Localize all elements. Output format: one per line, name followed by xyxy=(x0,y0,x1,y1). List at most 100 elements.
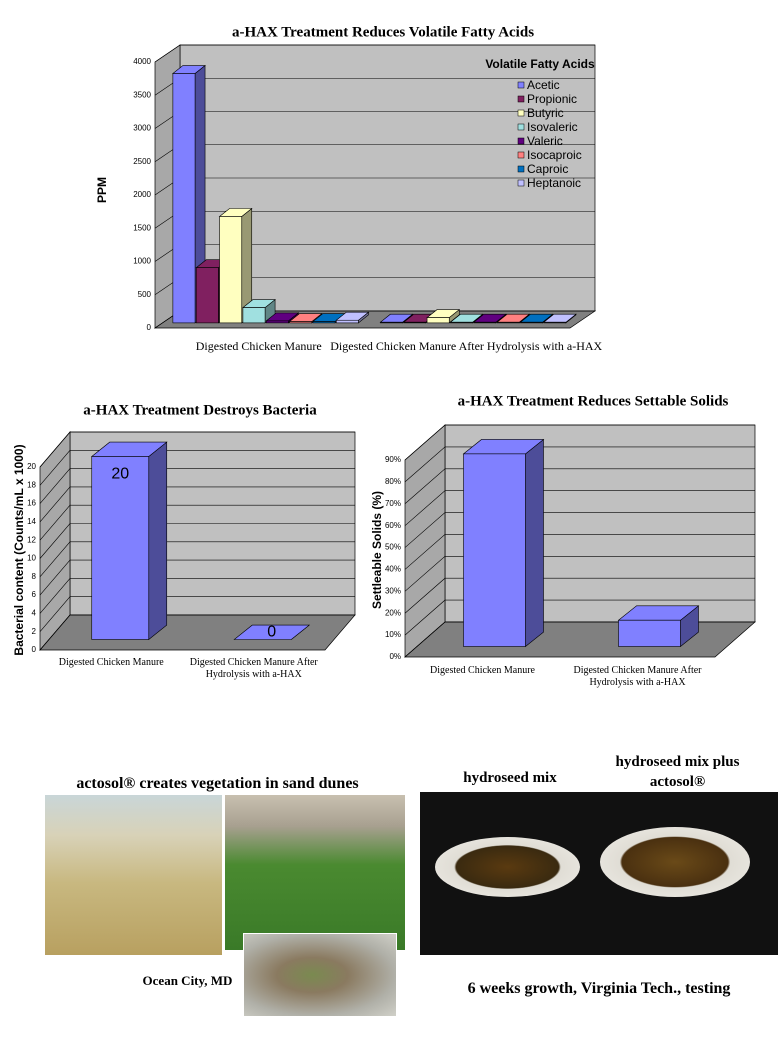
x-tick-label: Digested Chicken Manure After Hydrolysis… xyxy=(573,665,702,688)
legend-swatch xyxy=(517,95,525,103)
bar-side-shade xyxy=(241,208,252,323)
legend-swatch xyxy=(517,123,525,131)
grid-line xyxy=(404,534,755,570)
legend-swatch xyxy=(517,179,525,187)
y-tick-label: 1500 xyxy=(133,223,151,232)
y-tick-label: 0 xyxy=(147,323,152,332)
legend-label: Propionic xyxy=(527,92,577,106)
bar xyxy=(242,307,266,324)
bar xyxy=(618,619,681,647)
grid-line xyxy=(404,490,755,526)
bar-side-shade xyxy=(449,309,460,323)
bar xyxy=(426,317,450,324)
y-tick-label: 10 xyxy=(27,554,36,563)
y-tick-label: 90% xyxy=(385,455,401,464)
legend-label: Caproic xyxy=(527,162,568,176)
grid-line xyxy=(39,504,355,541)
legend-swatch xyxy=(517,109,525,117)
bar-side-shade xyxy=(358,312,369,323)
legend-swatch xyxy=(517,137,525,145)
y-tick-label: 1000 xyxy=(133,257,151,266)
hydroseed-right-label: hydroseed mix plus actosol® xyxy=(615,754,740,790)
grid-line xyxy=(39,559,355,596)
dunes-caption: actosol® creates vegetation in sand dune… xyxy=(76,775,359,792)
legend-label: Butyric xyxy=(527,106,564,120)
pot xyxy=(435,837,580,897)
bar xyxy=(463,453,526,647)
legend-swatch xyxy=(517,151,525,159)
grid-line xyxy=(39,541,355,577)
grid-line xyxy=(404,512,755,548)
bar-side-shade xyxy=(525,439,544,647)
bar-side-shade xyxy=(265,299,276,323)
legend-swatch xyxy=(517,81,525,89)
pot xyxy=(600,827,750,897)
bar xyxy=(312,321,336,324)
legend-label: Heptanoic xyxy=(527,176,581,190)
bar xyxy=(265,320,289,324)
y-tick-label: 12 xyxy=(27,535,36,544)
y-tick-label: 3500 xyxy=(133,90,151,99)
legend-swatch xyxy=(517,165,525,173)
grid-line xyxy=(404,424,755,461)
y-axis-label: Settleable Solids (%) xyxy=(370,491,384,609)
y-tick-label: 3000 xyxy=(133,124,151,133)
y-axis-label: Bacterial content (Counts/mL x 1000) xyxy=(12,444,26,655)
y-tick-label: 4 xyxy=(32,609,37,618)
grid-line xyxy=(404,468,755,505)
legend-label: Valeric xyxy=(527,134,563,148)
legend-label: Isovaleric xyxy=(527,120,578,134)
chart-title: a-HAX Treatment Reduces Settable Solids xyxy=(458,393,729,409)
grid-line xyxy=(39,578,355,614)
bar xyxy=(195,267,219,324)
data-label: 0 xyxy=(267,624,276,641)
bar xyxy=(91,456,150,640)
bar xyxy=(520,321,543,324)
bar xyxy=(335,319,359,324)
y-tick-label: 2000 xyxy=(133,190,151,199)
bar xyxy=(496,321,520,324)
bar xyxy=(473,321,497,324)
grid-line xyxy=(39,431,355,468)
grid-line xyxy=(404,556,755,592)
y-tick-label: 40% xyxy=(385,565,401,574)
legend-label: Acetic xyxy=(527,78,560,92)
y-tick-label: 0% xyxy=(389,652,401,661)
y-tick-label: 0 xyxy=(32,645,37,654)
y-tick-label: 14 xyxy=(27,517,36,526)
chart-title: a-HAX Treatment Destroys Bacteria xyxy=(83,402,317,418)
dune-photo xyxy=(45,795,222,955)
bar-top xyxy=(233,624,311,640)
bar-side-shade xyxy=(680,605,699,647)
y-tick-label: 6 xyxy=(32,590,37,599)
bar-side-shade xyxy=(195,65,206,323)
bar xyxy=(543,321,567,324)
y-tick-label: 60% xyxy=(385,521,401,530)
hydroseed-left-label: hydroseed mix xyxy=(463,770,557,786)
x-tick-label: Digested Chicken Manure xyxy=(196,339,322,353)
grid-line xyxy=(154,44,595,63)
bar xyxy=(403,321,427,324)
y-tick-label: 16 xyxy=(27,499,36,508)
x-tick-label: Digested Chicken Manure After Hydrolysis… xyxy=(189,657,318,680)
y-tick-label: 2500 xyxy=(133,157,151,166)
hydroseed-photo xyxy=(420,792,778,955)
y-tick-label: 50% xyxy=(385,543,401,552)
y-tick-label: 500 xyxy=(138,290,152,299)
grid-line xyxy=(404,577,755,614)
y-tick-label: 80% xyxy=(385,477,401,486)
bar xyxy=(219,216,243,324)
y-axis-label: PPM xyxy=(95,177,109,203)
x-tick-label: Digested Chicken Manure After Hydrolysis… xyxy=(330,339,602,353)
bar xyxy=(289,321,313,324)
side-wall xyxy=(404,424,446,658)
y-tick-label: 20% xyxy=(385,608,401,617)
bar xyxy=(172,73,196,324)
dune-photo xyxy=(225,795,405,950)
grid-line xyxy=(404,599,755,636)
y-tick-label: 20 xyxy=(27,462,36,471)
bar-side-shade xyxy=(148,442,167,640)
y-tick-label: 30% xyxy=(385,586,401,595)
